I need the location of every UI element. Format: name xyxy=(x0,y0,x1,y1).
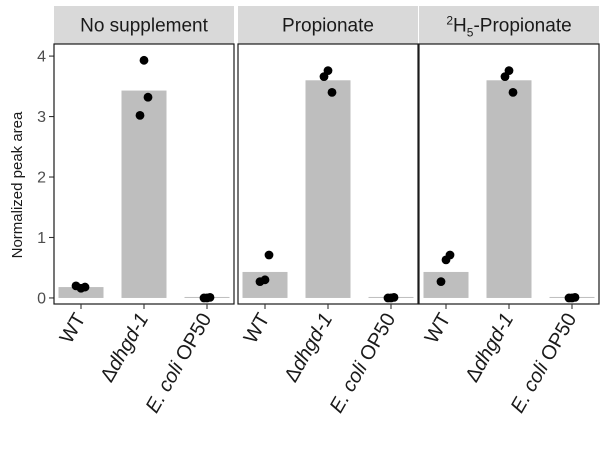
y-tick-label: 1 xyxy=(37,230,46,247)
facet-strip xyxy=(54,6,234,44)
data-point xyxy=(436,277,446,287)
data-point xyxy=(80,282,90,292)
facet-strip xyxy=(238,6,418,44)
data-point xyxy=(323,66,333,76)
y-tick-label: 3 xyxy=(37,109,46,126)
y-axis-title: Normalized peak area xyxy=(9,111,26,258)
data-point xyxy=(260,275,270,285)
x-tick-label: E. coli OP50 xyxy=(326,310,401,417)
x-tick-label: Δdhgd-1 xyxy=(280,310,337,387)
data-point xyxy=(143,92,153,102)
x-tick-label: E. coli OP50 xyxy=(142,310,217,417)
data-point xyxy=(504,66,514,76)
data-point xyxy=(205,292,215,302)
data-point xyxy=(570,292,580,302)
y-tick-label: 0 xyxy=(37,290,46,307)
facet-strip xyxy=(419,6,599,44)
x-tick-label: WT xyxy=(421,310,456,348)
data-point xyxy=(264,250,274,260)
bar xyxy=(121,90,167,298)
y-tick-label: 4 xyxy=(37,49,46,66)
bar xyxy=(305,80,351,298)
x-tick-label: Δdhgd-1 xyxy=(461,310,518,387)
data-point xyxy=(445,250,455,260)
data-point xyxy=(135,110,145,120)
data-point xyxy=(327,87,337,97)
data-point xyxy=(508,87,518,97)
y-axis: 0 1 2 3 4 xyxy=(37,49,54,307)
facet-title: 2H5-Propionate xyxy=(446,14,571,40)
bar xyxy=(423,271,469,298)
facet-title: No supplement xyxy=(80,16,209,37)
bar xyxy=(486,80,532,298)
facet-title: Propionate xyxy=(282,16,374,37)
x-tick-label: WT xyxy=(240,310,275,348)
x-tick-label: WT xyxy=(56,310,91,348)
y-tick-label: 2 xyxy=(37,170,46,187)
data-point xyxy=(389,292,399,302)
data-point xyxy=(139,55,149,65)
x-tick-label: E. coli OP50 xyxy=(507,310,582,417)
x-tick-label: Δdhgd-1 xyxy=(96,310,153,387)
